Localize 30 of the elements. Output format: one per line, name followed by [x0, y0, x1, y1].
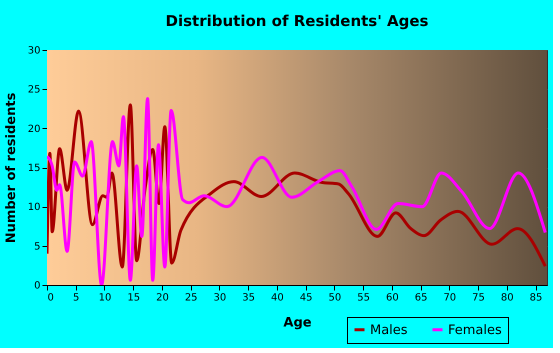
y-tick-label: 0 [34, 280, 40, 292]
y-tick-label: 10 [28, 202, 40, 214]
legend-label: Females [448, 322, 502, 338]
x-tick-label: 45 [300, 292, 312, 304]
chart-title: Distribution of Residents' Ages [166, 12, 429, 30]
y-tick-label: 15 [28, 163, 40, 174]
x-tick-label: 30 [214, 292, 226, 304]
x-tick-label: 20 [156, 292, 169, 304]
x-tick-label: 50 [328, 292, 342, 304]
y-tick-label: 20 [28, 124, 40, 135]
y-axis-title: Number of residents [4, 92, 19, 244]
legend-label: Males [370, 322, 408, 338]
x-tick-label: 70 [443, 292, 456, 304]
x-tick-label: 85 [530, 292, 542, 304]
x-tick-label: 75 [472, 292, 485, 304]
y-tick-label: 30 [28, 46, 40, 56]
x-tick-label: 65 [414, 292, 428, 304]
x-tick-label: 25 [184, 292, 198, 304]
x-tick-label: 10 [98, 292, 112, 304]
x-tick-label: 5 [73, 292, 80, 304]
x-tick-label: 40 [271, 292, 284, 304]
x-tick-label: 35 [242, 292, 256, 304]
x-tick-label: 55 [357, 292, 370, 304]
y-tick-label: 5 [34, 241, 40, 252]
x-axis-title: Age [283, 316, 312, 330]
x-tick-label: 80 [500, 292, 514, 304]
x-tick-label: 15 [127, 292, 140, 304]
x-tick-label: 60 [386, 292, 399, 304]
y-tick-label: 25 [28, 84, 40, 96]
x-tick-label: 0 [48, 292, 54, 304]
